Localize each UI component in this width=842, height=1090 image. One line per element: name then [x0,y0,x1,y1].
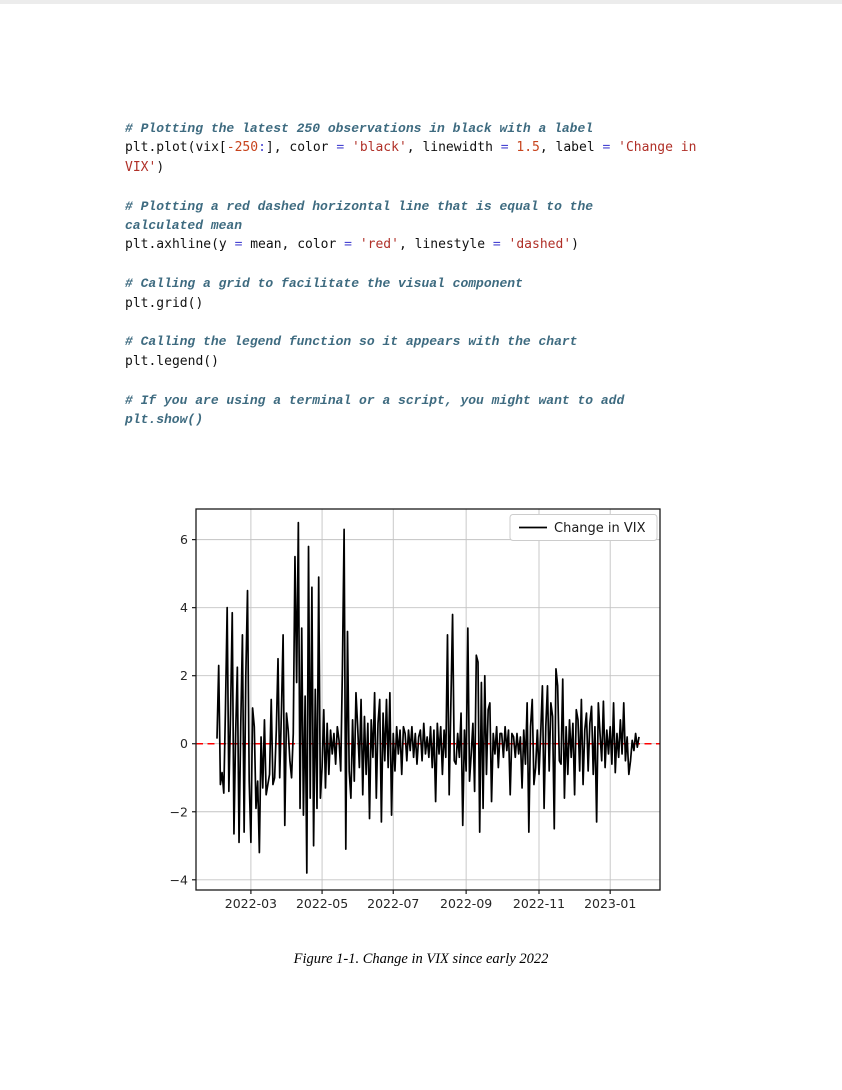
code-token-str: 'red' [359,237,399,253]
code-line [125,177,745,196]
code-token-pln: ], color [265,140,337,156]
vix-line-series [216,521,640,874]
code-line: plt.axhline(y = mean, color = 'red', lin… [125,235,745,254]
code-token-pln: , label [539,140,603,156]
code-token-com: # Plotting the latest 250 observations i… [125,121,594,136]
code-line [125,313,745,332]
chart-legend-box [509,514,658,541]
vix-chart: −4 −2 0 2 4 6 2022-03 2022-05 2022-07 2022-09 2022… [150,495,680,915]
y-tick-label: 6 [180,532,188,547]
legend-label: Change in VIX [554,521,646,536]
code-token-pln: ) [571,237,579,253]
code-token-op: = [602,140,611,156]
code-token-com: # Plotting a red dashed horizontal line … [125,198,594,214]
code-token-op: = [500,140,509,156]
y-tick-label: −2 [170,804,188,819]
code-token-pln: ) [156,159,165,175]
code-token-com: calculated mean [125,218,243,234]
code-line: # Plotting a red dashed horizontal line … [125,197,745,216]
code-block: # Plotting the latest 250 observations i… [125,119,745,430]
x-tick-label: 2022-07 [367,896,419,911]
code-token-pln: , linewidth [406,140,501,156]
code-line: # Plotting the latest 250 observations i… [125,119,745,138]
code-token-pln: plt.axhline(y [125,237,235,253]
x-tick-label: 2022-11 [513,896,565,911]
code-token-op: = [336,140,345,156]
code-line: VIX') [125,158,745,177]
code-token-str: 'Change in [618,140,697,156]
x-tick-label: 2022-03 [225,896,277,911]
axes-spines [195,508,661,891]
code-line: calculated mean [125,216,745,235]
code-token-pln [610,140,618,155]
code-line [125,371,745,390]
x-tick-label: 2022-05 [296,896,348,911]
code-token-pln: , linestyle [398,237,493,253]
code-token-str: 'black' [352,140,407,156]
y-tick-label: 0 [180,736,188,751]
code-line: # If you are using a terminal or a scrip… [125,391,745,410]
code-line: plt.show() [125,410,745,429]
window-edge-strip [0,0,842,4]
y-tick-label: −4 [170,872,188,887]
code-token-op: = [492,237,501,253]
x-tick-label: 2023-01 [584,896,636,911]
code-token-op: : [258,140,266,156]
code-token-pln [344,140,352,155]
code-token-op: = [234,237,243,253]
code-token-pln: mean, color [242,237,345,253]
code-token-str: 'dashed' [508,237,572,253]
code-line: # Calling the legend function so it appe… [125,332,745,351]
y-tick-label: 4 [180,600,188,615]
vix-chart-svg: −4 −2 0 2 4 6 2022-03 2022-05 2022-07 2022-09 2022… [170,508,661,911]
code-token-pln [352,237,360,252]
code-token-num: 1.5 [516,140,540,156]
code-token-com: # Calling a grid to facilitate the visua… [125,276,523,292]
code-line [125,255,745,274]
code-token-pln: plt.plot(vix[ [125,140,227,156]
code-token-num: -250 [226,140,259,156]
code-line: # Calling a grid to facilitate the visua… [125,274,745,293]
code-token-com: plt.show() [125,412,204,428]
code-token-pln: plt.legend() [125,353,219,369]
y-tick-label: 2 [180,668,188,683]
code-token-str: VIX' [125,159,157,175]
code-line: plt.grid() [125,294,745,313]
code-line: plt.plot(vix[-250:], color = 'black', li… [125,138,745,157]
code-token-pln [501,237,509,252]
code-token-op: = [344,237,352,253]
figure-caption: Figure 1-1. Change in VIX since early 20… [293,951,549,967]
code-token-com: # Calling the legend function so it appe… [125,334,578,350]
code-token-com: # If you are using a terminal or a scrip… [125,392,625,408]
code-line: plt.legend() [125,352,745,371]
code-token-pln: plt.grid() [125,295,204,311]
x-tick-label: 2022-09 [440,896,492,911]
